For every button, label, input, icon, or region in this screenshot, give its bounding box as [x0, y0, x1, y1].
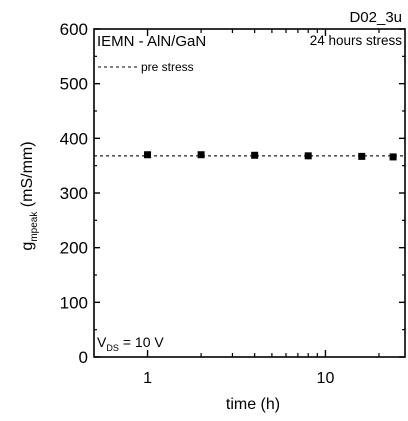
- y-tick-label: 400: [60, 129, 88, 148]
- y-tick-label: 100: [60, 293, 88, 312]
- bias-label-subscript: DS: [106, 343, 119, 353]
- y-tick-label: 0: [79, 348, 88, 367]
- x-tick-label: 10: [317, 370, 335, 387]
- y-axis-title-subscript: mpeak: [29, 211, 40, 242]
- y-tick-label: 500: [60, 75, 88, 94]
- data-point: [304, 152, 312, 160]
- data-points-layer: [144, 151, 397, 161]
- legend-label: pre stress: [141, 60, 194, 74]
- y-tick-label: 200: [60, 239, 88, 258]
- data-point: [389, 153, 397, 161]
- bias-label-value: = 10 V: [123, 334, 165, 350]
- device-annotation: IEMN - AlN/GaN: [97, 33, 206, 50]
- bias-label-main: V: [97, 334, 107, 350]
- corner-label: D02_3u: [349, 9, 402, 26]
- y-axis-title-main: g: [19, 242, 36, 251]
- x-axis-title: time (h): [226, 396, 280, 413]
- axis-ticks-layer: 0 100 200 300 400 500 600 1 10: [60, 20, 405, 387]
- stress-annotation: 24 hours stress: [310, 33, 403, 48]
- plot-frame: [93, 28, 406, 358]
- y-axis-title: gmpeak (mS/mm): [19, 141, 40, 250]
- x-tick-label: 1: [143, 370, 152, 387]
- bias-condition-label: VDS = 10 V: [97, 334, 164, 353]
- y-axis-title-unit: (mS/mm): [19, 141, 36, 211]
- y-tick-label: 600: [60, 20, 88, 39]
- y-tick-label: 300: [60, 184, 88, 203]
- data-point: [358, 152, 366, 160]
- data-point: [251, 151, 259, 159]
- data-point: [144, 151, 152, 159]
- data-point: [197, 151, 205, 159]
